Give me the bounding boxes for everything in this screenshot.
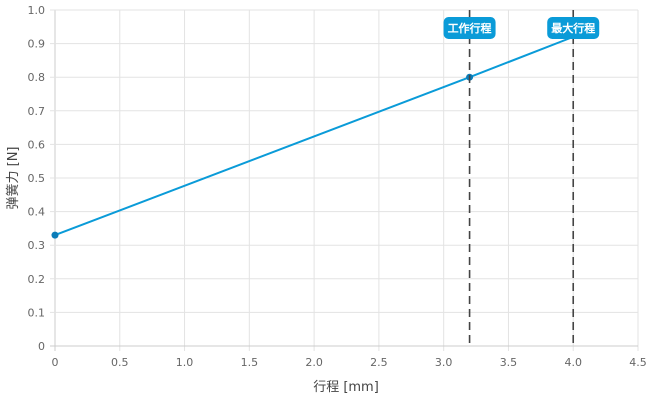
x-tick-label: 1.0: [176, 356, 194, 369]
y-tick-label: 0.9: [28, 38, 46, 51]
x-tick-label: 2.5: [370, 356, 388, 369]
y-tick-label: 1.0: [28, 4, 46, 17]
annotation-label-box: [547, 17, 600, 39]
x-axis-ticks: 0 0.5 1.0 1.5 2.0 2.5 3.0 3.5 4.0 4.5: [52, 356, 647, 369]
y-tick-label: 0.5: [28, 172, 46, 185]
series: [51, 35, 574, 239]
y-tick-label: 0.1: [28, 306, 46, 319]
y-tick-label: 0.2: [28, 273, 46, 286]
y-tick-label: 0.4: [28, 206, 46, 219]
data-point: [51, 231, 59, 239]
y-tick-label: 0.7: [28, 105, 46, 118]
annotation-label-box: [443, 17, 496, 39]
x-tick-label: 2.0: [305, 356, 323, 369]
x-tick-label: 4.5: [629, 356, 647, 369]
y-tick-label: 0.8: [28, 71, 46, 84]
x-axis-label: 行程 [mm]: [313, 380, 379, 395]
x-tick-label: 3.5: [500, 356, 518, 369]
y-axis-label: 弹簧力 [N]: [5, 146, 21, 209]
y-tick-label: 0.6: [28, 138, 46, 151]
annotation-label: 工作行程: [448, 21, 492, 35]
x-tick-label: 3.0: [435, 356, 453, 369]
x-tick-label: 1.5: [241, 356, 259, 369]
annotation-label: 最大行程: [551, 21, 595, 35]
x-tick-label: 4.0: [564, 356, 582, 369]
annotations: 工作行程 最大行程: [443, 10, 600, 346]
y-tick-label: 0: [38, 340, 45, 353]
y-axis-ticks: 0 0.1 0.2 0.3 0.4 0.5 0.6 0.7 0.8 0.9 1.0: [28, 4, 46, 353]
y-tick-label: 0.3: [28, 239, 46, 252]
x-tick-label: 0: [52, 356, 59, 369]
x-tick-label: 0.5: [111, 356, 129, 369]
grid: [50, 9, 639, 351]
